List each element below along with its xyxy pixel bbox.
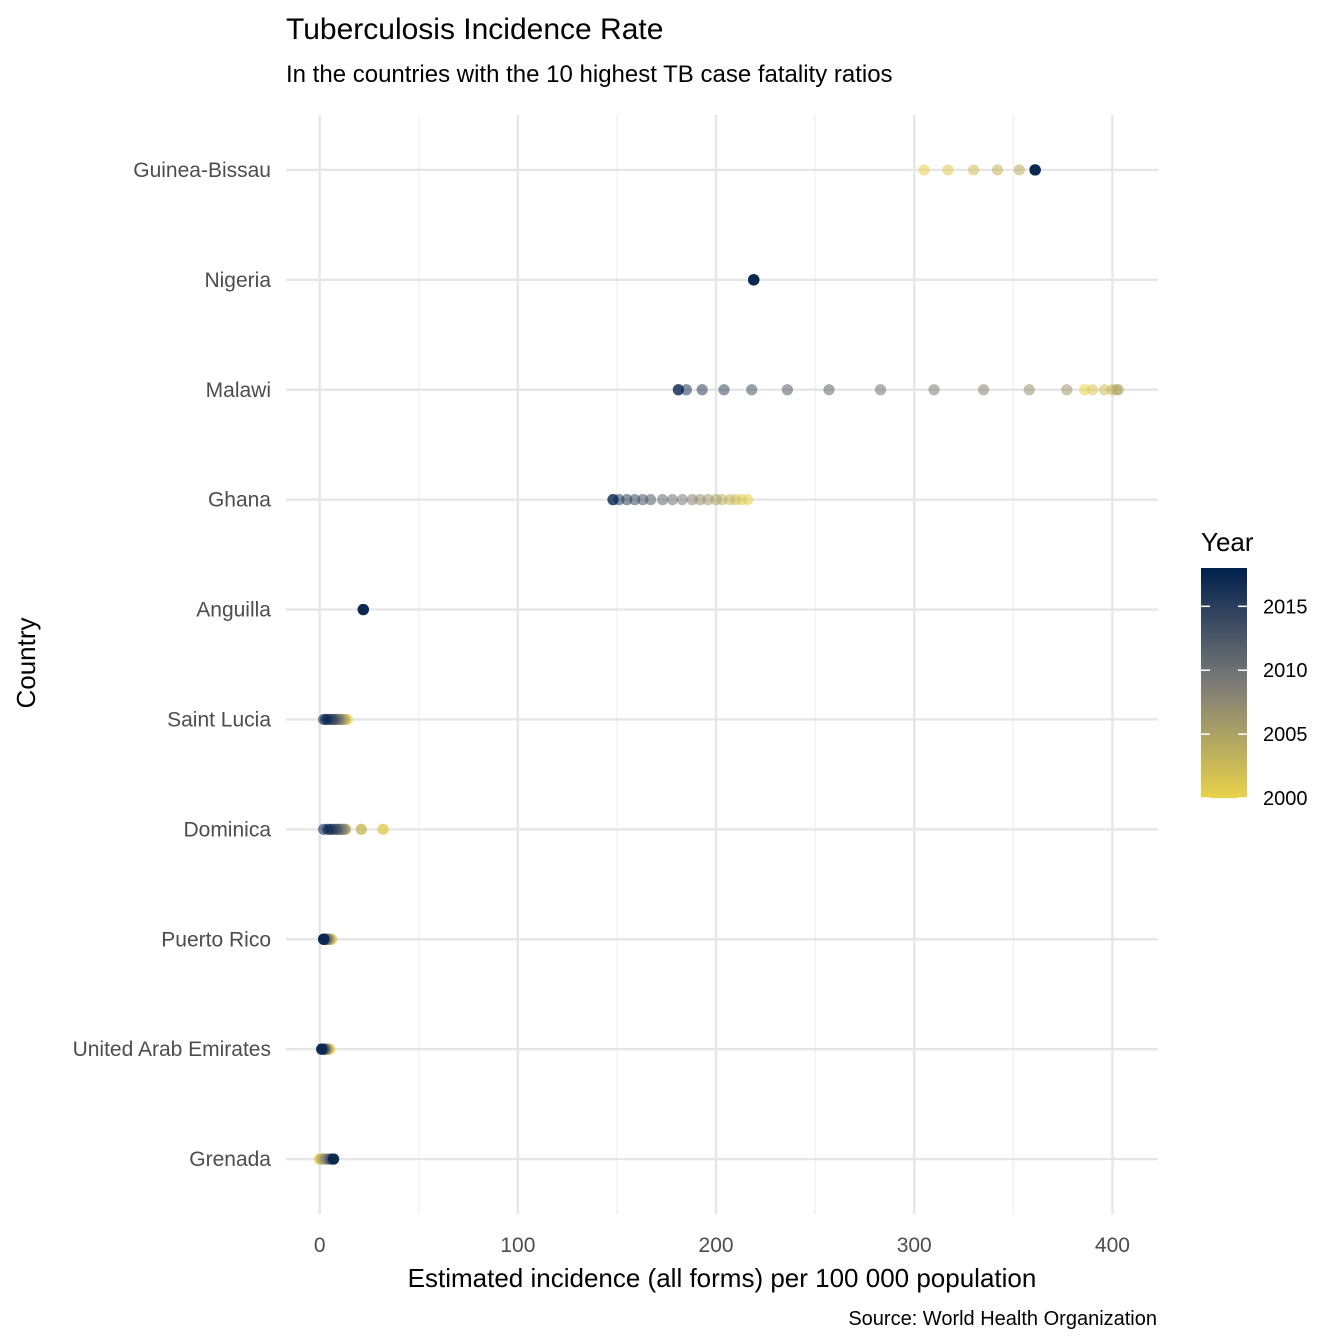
data-point (702, 494, 714, 506)
legend-tick-label: 2000 (1263, 788, 1308, 810)
data-point (355, 823, 367, 835)
data-point (1023, 384, 1035, 396)
data-point (1079, 384, 1091, 396)
chart-subtitle: In the countries with the 10 highest TB … (286, 61, 893, 88)
y-tick-label: Dominica (183, 818, 271, 841)
data-point (1013, 164, 1025, 176)
data-point (724, 494, 736, 506)
data-point (696, 384, 708, 396)
legend-title: Year (1201, 527, 1254, 557)
data-point (318, 823, 330, 835)
data-point (968, 164, 980, 176)
data-point (316, 1043, 328, 1055)
data-point (928, 384, 940, 396)
data-points (314, 164, 1124, 1165)
data-point (718, 384, 730, 396)
y-tick-label: Malawi (206, 379, 271, 402)
y-tick-label: Ghana (208, 489, 271, 512)
data-point (748, 274, 760, 286)
data-point (1029, 164, 1041, 176)
legend-colorbar (1201, 568, 1247, 798)
data-point (607, 494, 619, 506)
data-point (781, 384, 794, 396)
data-point (357, 603, 369, 616)
legend-ticks: 2000 2005 2010 2015 (1201, 596, 1308, 810)
data-point (645, 494, 657, 506)
y-tick-label: Puerto Rico (161, 928, 271, 951)
data-point (942, 164, 954, 176)
x-tick-label: 400 (1095, 1234, 1130, 1257)
data-point (1061, 384, 1073, 396)
data-point (710, 494, 722, 506)
x-tick-label: 300 (897, 1234, 932, 1257)
y-axis: Guinea-Bissau Nigeria Malawi Ghana Anguilla S… (73, 159, 272, 1171)
data-point (318, 933, 330, 945)
x-tick-label: 100 (500, 1234, 535, 1257)
data-point (746, 384, 758, 396)
data-point (680, 384, 692, 396)
x-tick-label: 200 (699, 1234, 734, 1257)
y-axis-title: Country (11, 617, 41, 708)
data-point (991, 164, 1004, 176)
source-caption: Source: World Health Organization (848, 1308, 1157, 1330)
y-tick-label: Nigeria (204, 269, 271, 292)
data-point (327, 1153, 340, 1165)
x-axis: 0 100 200 300 400 (314, 1234, 1130, 1257)
y-tick-label: United Arab Emirates (73, 1038, 271, 1061)
data-point (666, 494, 679, 506)
data-point (377, 823, 389, 835)
y-tick-label: Anguilla (196, 599, 271, 622)
chart-title: Tuberculosis Incidence Rate (286, 13, 663, 46)
data-point (978, 384, 990, 396)
data-point (823, 384, 835, 396)
y-tick-label: Saint Lucia (167, 708, 271, 731)
data-point (686, 494, 698, 506)
legend-tick-label: 2010 (1263, 660, 1308, 682)
data-point (918, 164, 930, 176)
data-point (621, 494, 633, 506)
color-legend: Year 2000 2005 2010 2015 (1201, 527, 1308, 810)
data-point (694, 494, 706, 506)
data-point (1112, 384, 1124, 396)
data-point (656, 494, 669, 506)
data-point (874, 384, 887, 396)
y-tick-label: Guinea-Bissau (133, 159, 271, 182)
data-point (637, 494, 649, 506)
legend-tick-label: 2005 (1263, 724, 1308, 746)
legend-tick-label: 2015 (1263, 596, 1308, 618)
data-point (318, 713, 330, 726)
data-point (1087, 384, 1099, 396)
grid (286, 115, 1158, 1214)
data-point (1098, 384, 1111, 396)
x-tick-label: 0 (314, 1234, 326, 1257)
data-point (672, 384, 685, 396)
data-point (676, 494, 688, 506)
y-tick-label: Grenada (189, 1148, 271, 1171)
data-point (629, 494, 641, 506)
x-axis-title: Estimated incidence (all forms) per 100 … (408, 1263, 1037, 1293)
